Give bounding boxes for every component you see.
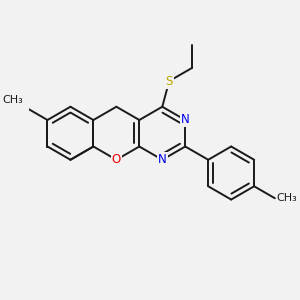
Text: CH₃: CH₃ [276, 193, 297, 203]
Text: N: N [181, 113, 190, 127]
Text: N: N [158, 153, 167, 166]
Text: O: O [112, 153, 121, 166]
Text: CH₃: CH₃ [2, 95, 23, 105]
Text: S: S [166, 75, 173, 88]
